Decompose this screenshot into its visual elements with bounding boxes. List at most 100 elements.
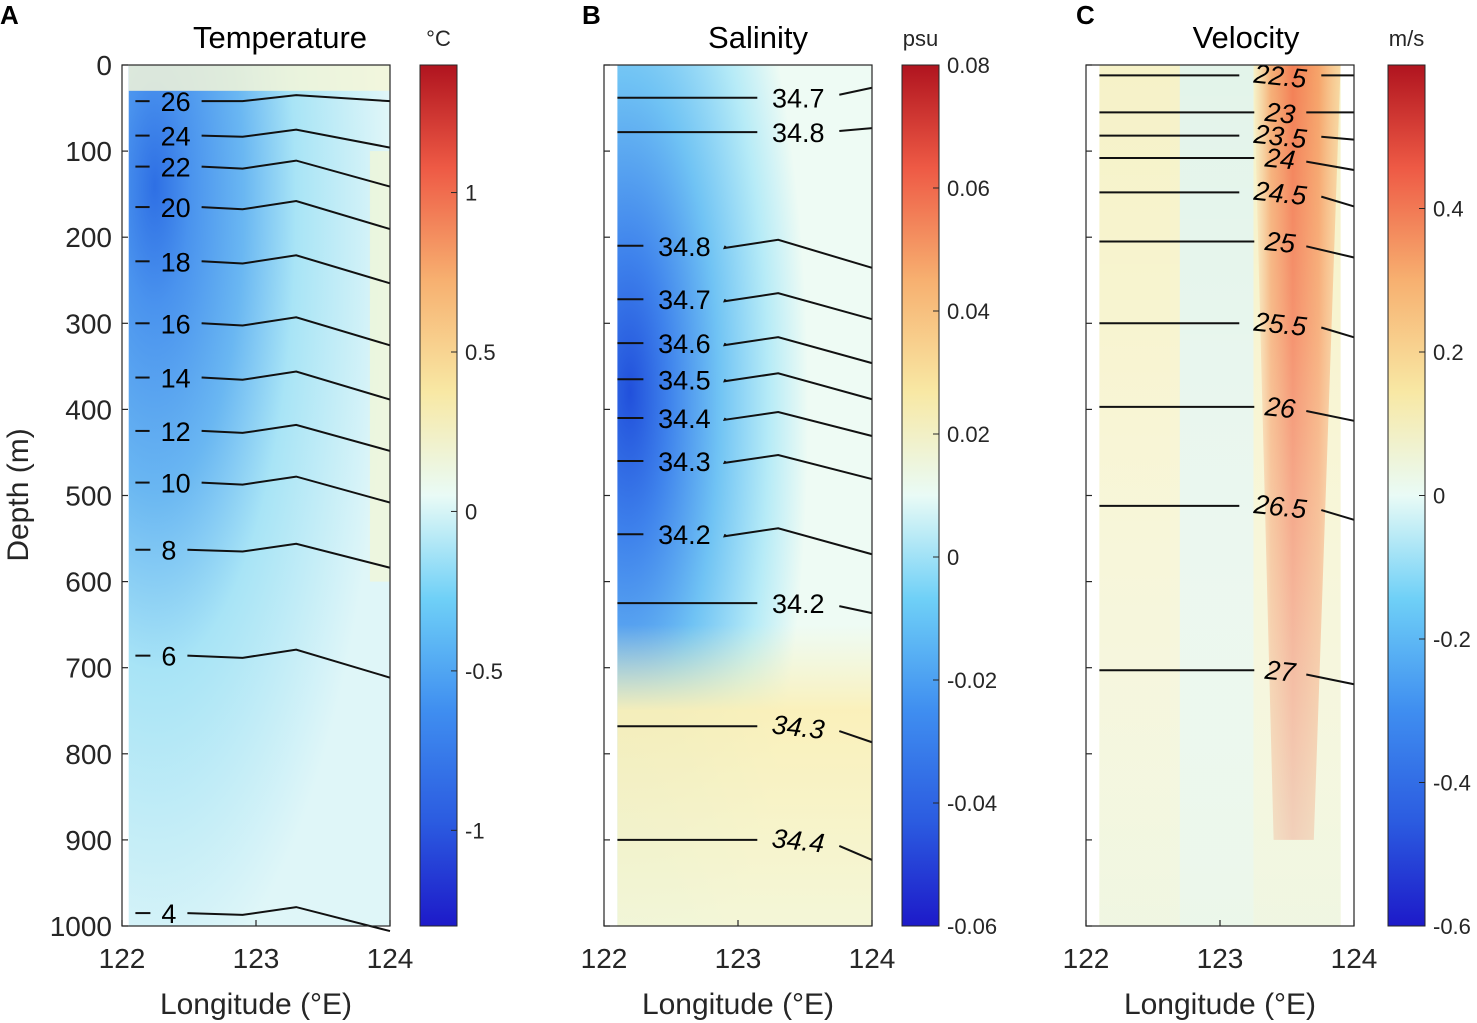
x-tick-label: 124 <box>367 943 414 974</box>
contour-line <box>1306 410 1355 422</box>
colorbar-tick-label: -0.02 <box>947 668 997 693</box>
contour-label: 27 <box>1263 655 1298 688</box>
y-axis-label: Depth (m) <box>2 428 35 561</box>
contour-label: 22 <box>161 153 191 183</box>
contour-line <box>1321 509 1355 521</box>
contour-line <box>201 475 391 504</box>
colorbar-tick-label: -0.5 <box>465 659 503 684</box>
colorbar-unit: psu <box>903 26 938 51</box>
contour-label: 34.2 <box>658 520 711 550</box>
panel-title: Velocity <box>1193 20 1300 55</box>
colorbar-tick-label: -0.6 <box>1433 914 1471 939</box>
contour-label: 20 <box>161 193 191 223</box>
colorbar-tick-label: 0.2 <box>1433 340 1464 365</box>
contour-label: 10 <box>161 469 191 499</box>
x-tick-label: 123 <box>715 943 762 974</box>
colorbar-tick-label: 0.4 <box>1433 197 1464 222</box>
contour-label: 6 <box>161 642 176 672</box>
contour-label: 25 <box>1263 226 1298 259</box>
contour-label: 34.5 <box>658 365 711 395</box>
y-tick-label: 400 <box>65 394 112 425</box>
contour-line <box>838 730 873 744</box>
contour-line <box>201 128 391 149</box>
y-tick-label: 100 <box>65 136 112 167</box>
contour-label: 24.5 <box>1251 176 1308 212</box>
contour-label: 24 <box>1263 142 1297 175</box>
panel-title: Salinity <box>708 20 808 55</box>
contour-label: 34.8 <box>658 232 711 262</box>
colorbar-tick-label: 0.02 <box>947 422 990 447</box>
contour-line <box>1321 195 1355 208</box>
panel-letter: A <box>0 0 19 30</box>
contour-label: 18 <box>161 247 191 277</box>
contour-label: 12 <box>161 417 191 447</box>
colorbar-unit: m/s <box>1389 26 1424 51</box>
x-tick-label: 122 <box>581 943 628 974</box>
colorbar-tick-label: 0 <box>1433 484 1445 509</box>
contour-label: 26 <box>161 87 191 117</box>
contour-line <box>1321 326 1355 339</box>
contour-line <box>187 648 391 679</box>
colorbar-tick-label: 0 <box>947 545 959 570</box>
colorbar <box>419 64 458 927</box>
x-tick-label: 123 <box>1197 943 1244 974</box>
contour-label: 26.5 <box>1251 489 1308 525</box>
contour-line <box>722 410 873 437</box>
contour-line <box>839 86 873 96</box>
colorbar-tick-label: 1 <box>465 181 477 206</box>
y-tick-label: 200 <box>65 222 112 253</box>
anomaly-edge-band <box>369 151 390 582</box>
contour-line <box>201 94 391 103</box>
y-tick-label: 700 <box>65 653 112 684</box>
contour-line <box>722 454 873 481</box>
contour-label: 4 <box>161 899 176 929</box>
y-tick-label: 0 <box>96 50 112 81</box>
colorbar-tick-label: 0.08 <box>947 53 990 78</box>
contour-label: 34.3 <box>658 447 711 477</box>
contour-line <box>201 159 391 188</box>
y-tick-label: 800 <box>65 739 112 770</box>
contour-line <box>201 316 391 347</box>
anomaly-deep-positive <box>617 65 872 926</box>
contour-label: 24 <box>161 122 191 152</box>
contour-label: 22.5 <box>1251 59 1308 95</box>
contour-line <box>201 423 391 452</box>
contour-line <box>839 605 873 615</box>
contour-label: 34.7 <box>658 285 711 315</box>
colorbar <box>901 64 940 927</box>
contour-label: 34.3 <box>770 710 825 745</box>
colorbar-tick-label: -0.04 <box>947 791 997 816</box>
contour-line <box>723 372 873 401</box>
contour-line <box>723 238 873 269</box>
contour-label: 23.5 <box>1251 119 1308 155</box>
panel-title: Temperature <box>193 20 367 55</box>
colorbar-tick-label: -0.06 <box>947 914 997 939</box>
colorbar-tick-label: 0 <box>465 499 477 524</box>
contour-line <box>187 542 391 569</box>
contour-line <box>1306 245 1355 259</box>
contour-label: 34.8 <box>772 118 825 148</box>
y-tick-label: 300 <box>65 308 112 339</box>
contour-line <box>839 127 873 132</box>
y-tick-label: 600 <box>65 567 112 598</box>
colorbar-tick-label: 0.06 <box>947 176 990 201</box>
contour-line <box>201 370 391 401</box>
x-tick-label: 124 <box>1331 943 1378 974</box>
colorbar-tick-label: -1 <box>465 818 485 843</box>
y-tick-label: 1000 <box>50 911 112 942</box>
y-tick-label: 500 <box>65 481 112 512</box>
x-axis-label: Longitude (°E) <box>642 988 834 1021</box>
contour-line <box>187 906 391 933</box>
x-axis-label: Longitude (°E) <box>160 988 352 1021</box>
panel-letter: C <box>1076 0 1095 30</box>
contour-label: 34.6 <box>658 329 711 359</box>
colorbar-unit: °C <box>426 26 451 51</box>
contour-label: 14 <box>161 364 191 394</box>
anomaly-field <box>128 65 390 926</box>
x-tick-label: 123 <box>233 943 280 974</box>
contour-line <box>723 292 873 321</box>
contour-line <box>723 527 873 556</box>
panel-letter: B <box>582 0 601 30</box>
colorbar-tick-label: -0.2 <box>1433 627 1471 652</box>
contour-label: 25.5 <box>1251 307 1308 343</box>
